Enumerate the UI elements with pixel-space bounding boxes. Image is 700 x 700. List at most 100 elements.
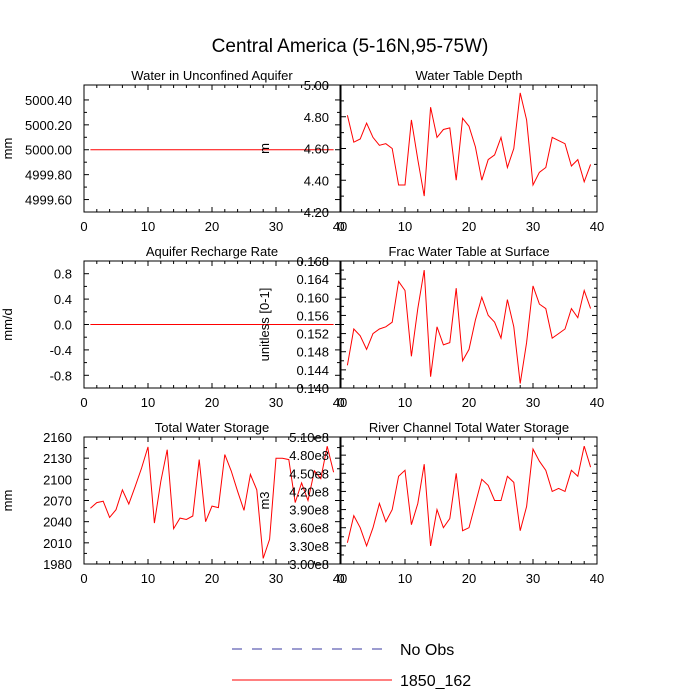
x-tick-label: 0 — [80, 219, 87, 234]
panel-title: River Channel Total Water Storage — [369, 420, 569, 435]
panels: Water in Unconfined Aquifer mm 0 10 20 30 40 49… — [0, 68, 604, 586]
x-tick-label: 30 — [526, 571, 540, 586]
x-tick-label: 30 — [269, 219, 283, 234]
y-tick-label: 2070 — [43, 494, 72, 509]
panel-frac-water-table-at-surface: Frac Water Table at Surface unitless [0-1… — [257, 244, 604, 410]
y-tick-label: 4.20 — [304, 205, 329, 220]
x-tick-label: 20 — [205, 219, 219, 234]
plot-frame — [83, 84, 341, 213]
panel-river-channel-total-water-storage: River Channel Total Water Storage m3 0 10 20… — [257, 420, 604, 586]
y-tick-label: 5.00 — [304, 78, 329, 93]
y-tick-label: 0.152 — [296, 327, 329, 342]
x-tick-label: 0 — [80, 395, 87, 410]
panel-title: Aquifer Recharge Rate — [146, 244, 278, 259]
panel-water-in-unconfined-aquifer: Water in Unconfined Aquifer mm 0 10 20 30 40 49… — [0, 68, 347, 234]
x-tick-label: 0 — [80, 571, 87, 586]
y-tick-label: 4.60 — [304, 142, 329, 157]
y-tick-label: 4.80 — [304, 110, 329, 125]
y-tick-label: 2040 — [43, 515, 72, 530]
y-tick-label: 0.164 — [296, 272, 329, 287]
y-tick-label: 4.40 — [304, 173, 329, 188]
y-tick-label: -0.8 — [50, 368, 72, 383]
y-tick-label: 5000.40 — [25, 93, 72, 108]
legend: No Obs 1850_162 — [232, 642, 471, 690]
y-tick-label: 0.4 — [54, 292, 72, 307]
x-tick-label: 20 — [205, 571, 219, 586]
x-tick-label: 0 — [337, 571, 344, 586]
x-tick-label: 20 — [205, 395, 219, 410]
series-line-1850-162 — [346, 445, 592, 548]
y-tick-label: 4.80e8 — [289, 448, 329, 463]
y-axis-label: unitless [0-1] — [257, 288, 272, 362]
y-axis-label: mm/d — [0, 308, 15, 341]
y-axis-label: mm — [0, 138, 15, 160]
panel-total-water-storage: Total Water Storage mm 0 10 20 30 40 1980 2010 20… — [0, 420, 347, 586]
y-tick-label: 3.00e8 — [289, 557, 329, 572]
y-axis-label: m — [257, 143, 272, 154]
series-line-1850-162 — [346, 270, 592, 384]
x-tick-label: 20 — [462, 571, 476, 586]
y-tick-label: 4.20e8 — [289, 484, 329, 499]
y-tick-label: 0.168 — [296, 254, 329, 269]
legend-1850-162-label: 1850_162 — [400, 673, 471, 690]
y-tick-label: 5000.00 — [25, 143, 72, 158]
x-tick-label: 30 — [526, 395, 540, 410]
x-tick-label: 40 — [590, 571, 604, 586]
x-tick-label: 10 — [141, 219, 155, 234]
panel-title: Frac Water Table at Surface — [388, 244, 549, 259]
y-tick-label: 2130 — [43, 451, 72, 466]
series-line-1850-162 — [346, 92, 592, 197]
y-tick-label: 3.30e8 — [289, 539, 329, 554]
y-tick-label: 2010 — [43, 536, 72, 551]
x-tick-label: 0 — [337, 219, 344, 234]
y-tick-label: 3.60e8 — [289, 521, 329, 536]
y-tick-label: 5.10e8 — [289, 430, 329, 445]
x-tick-label: 40 — [333, 395, 347, 410]
y-axis-label: mm — [0, 490, 15, 512]
x-tick-label: 30 — [269, 395, 283, 410]
x-tick-label: 30 — [269, 571, 283, 586]
x-tick-label: 40 — [333, 219, 347, 234]
legend-no-obs-label: No Obs — [400, 642, 454, 659]
y-tick-label: 0.156 — [296, 308, 329, 323]
panel-title: Water in Unconfined Aquifer — [131, 68, 293, 83]
y-tick-label: 4.50e8 — [289, 466, 329, 481]
plot-frame — [340, 84, 598, 213]
y-axis-label: m3 — [257, 491, 272, 509]
x-tick-label: 10 — [398, 395, 412, 410]
x-tick-label: 40 — [590, 219, 604, 234]
y-tick-label: 0.144 — [296, 363, 329, 378]
figure-title: Central America (5-16N,95-75W) — [212, 36, 489, 57]
y-tick-label: 0.148 — [296, 345, 329, 360]
x-tick-label: 10 — [141, 571, 155, 586]
y-tick-label: 1980 — [43, 557, 72, 572]
y-tick-label: 4999.60 — [25, 193, 72, 208]
plot-frame — [340, 436, 598, 565]
x-tick-label: 10 — [398, 571, 412, 586]
y-tick-label: 0.140 — [296, 381, 329, 396]
panel-water-table-depth: Water Table Depth m 0 10 20 30 40 4.20 4.40 4.60 4… — [257, 68, 604, 234]
panel-title: Water Table Depth — [416, 68, 523, 83]
panel-aquifer-recharge-rate: Aquifer Recharge Rate mm/d 0 10 20 30 40 -0.8 -0… — [0, 244, 347, 410]
y-tick-label: 0.0 — [54, 318, 72, 333]
x-tick-label: 0 — [337, 395, 344, 410]
y-tick-label: 5000.20 — [25, 118, 72, 133]
plot-frame — [340, 260, 598, 389]
series-line-1850-162 — [90, 446, 335, 559]
y-tick-label: 2100 — [43, 472, 72, 487]
y-tick-label: 3.90e8 — [289, 503, 329, 518]
y-tick-label: 4999.80 — [25, 168, 72, 183]
y-tick-label: 2160 — [43, 430, 72, 445]
x-tick-label: 40 — [333, 571, 347, 586]
panel-title: Total Water Storage — [155, 420, 269, 435]
x-tick-label: 30 — [526, 219, 540, 234]
x-tick-label: 10 — [141, 395, 155, 410]
x-tick-label: 20 — [462, 395, 476, 410]
y-tick-label: 0.8 — [54, 267, 72, 282]
x-tick-label: 40 — [590, 395, 604, 410]
x-tick-label: 10 — [398, 219, 412, 234]
y-tick-label: 0.160 — [296, 290, 329, 305]
y-tick-label: -0.4 — [50, 343, 72, 358]
x-tick-label: 20 — [462, 219, 476, 234]
